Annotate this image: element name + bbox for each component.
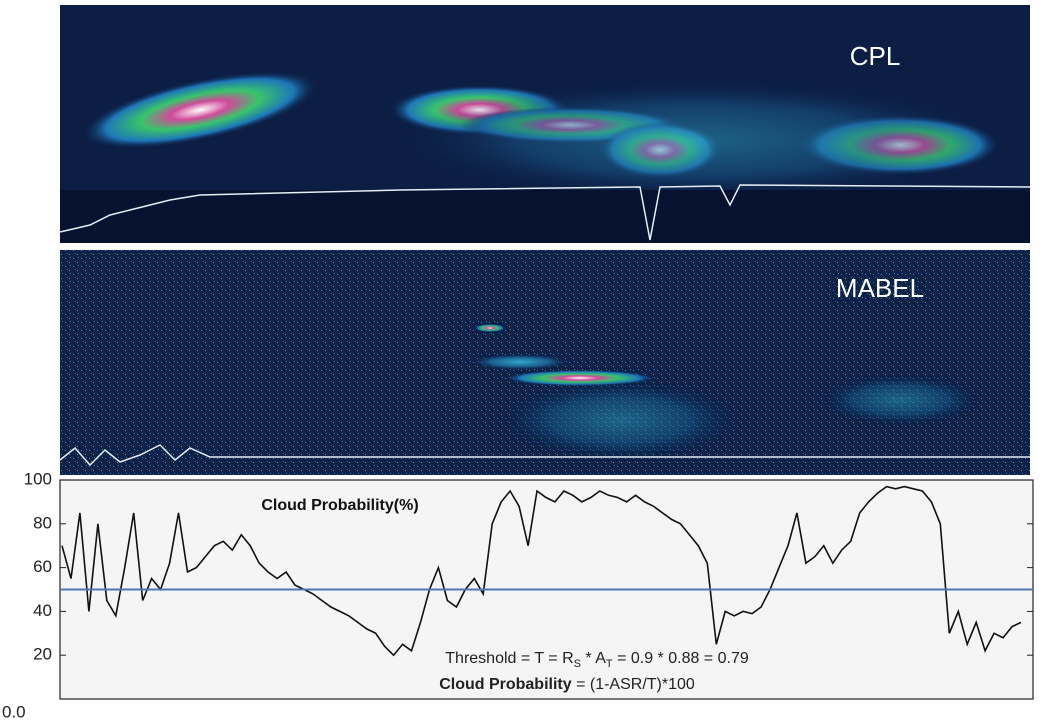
- mabel-panel: MABEL: [59, 250, 1030, 475]
- threshold-annotation: Threshold = T = RS * AT = 0.9 * 0.88 = 0…: [445, 650, 749, 670]
- y-tick-label: 80: [33, 513, 52, 532]
- y-tick-label: 60: [33, 557, 52, 576]
- panel-label: MABEL: [836, 273, 924, 303]
- y-tick-label: 20: [33, 645, 52, 664]
- chart-title: Cloud Probability(%): [261, 497, 418, 514]
- annotation-part: = 0.9 * 0.88 = 0.79: [613, 650, 749, 667]
- y-tick-label: 40: [33, 601, 52, 620]
- annotation-part: Threshold = T = R: [445, 650, 573, 667]
- data-line: [61, 485, 1022, 657]
- formula-annotation: Cloud Probability = (1-ASR/T)*100: [439, 676, 695, 693]
- y-tick-label: 100: [24, 469, 52, 488]
- annotation-part: T: [606, 658, 613, 670]
- annotation-part: = (1-ASR/T)*100: [572, 676, 695, 693]
- cpl-panel: CPL: [59, 5, 1031, 243]
- annotation-part: S: [574, 658, 581, 670]
- annotation-part: Cloud Probability: [439, 676, 572, 693]
- annotation-part: * A: [581, 650, 606, 667]
- y-tick-label: 0.0: [2, 702, 26, 721]
- panel-label: CPL: [850, 41, 901, 71]
